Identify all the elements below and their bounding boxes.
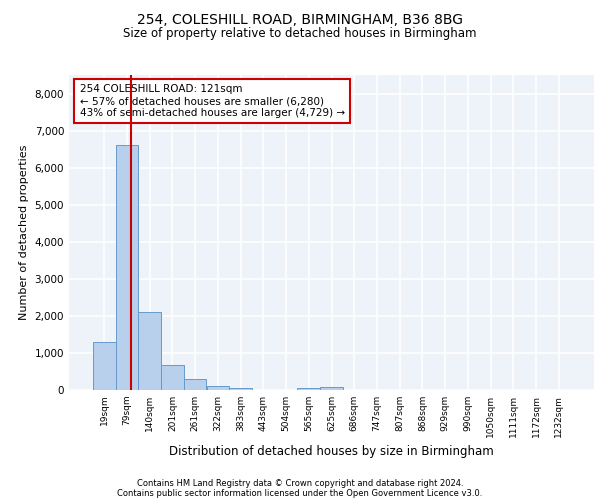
Text: 254 COLESHILL ROAD: 121sqm
← 57% of detached houses are smaller (6,280)
43% of s: 254 COLESHILL ROAD: 121sqm ← 57% of deta… [79,84,344,117]
Bar [161,365,184,390]
Bar [184,380,206,390]
Text: Contains HM Land Registry data © Crown copyright and database right 2024.: Contains HM Land Registry data © Crown c… [137,478,463,488]
Text: Contains public sector information licensed under the Open Government Licence v3: Contains public sector information licen… [118,488,482,498]
Text: 254, COLESHILL ROAD, BIRMINGHAM, B36 8BG: 254, COLESHILL ROAD, BIRMINGHAM, B36 8BG [137,12,463,26]
Bar [298,388,320,390]
Bar [93,342,116,390]
X-axis label: Distribution of detached houses by size in Birmingham: Distribution of detached houses by size … [169,446,494,458]
Bar [320,388,343,390]
Bar [116,146,139,390]
Bar [206,386,229,390]
Y-axis label: Number of detached properties: Number of detached properties [19,145,29,320]
Text: Size of property relative to detached houses in Birmingham: Size of property relative to detached ho… [123,28,477,40]
Bar [139,312,161,390]
Bar [229,388,252,390]
